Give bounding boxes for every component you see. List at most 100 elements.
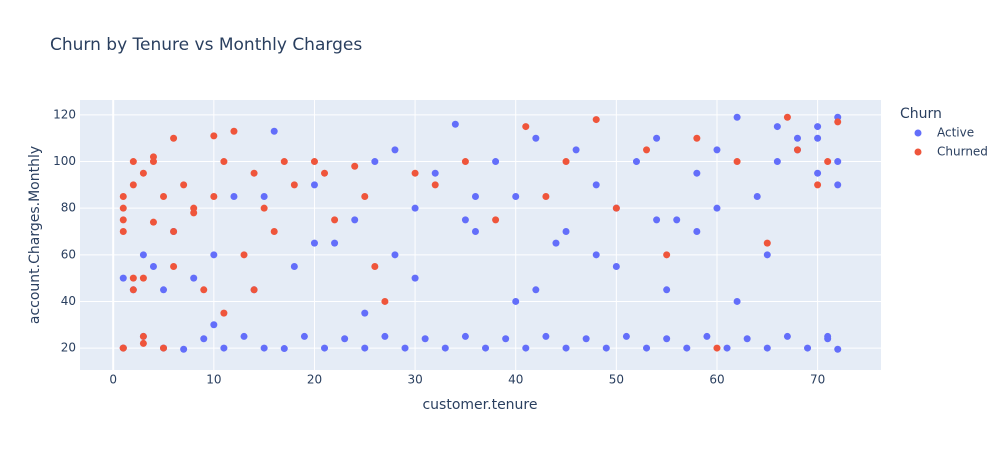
legend-label: Churned [937,145,988,159]
point [129,286,137,294]
point [512,297,520,305]
point [230,127,238,135]
plot-area [80,100,881,370]
point [149,158,157,166]
point [763,344,771,352]
x-tick-label: 10 [206,373,221,387]
point [632,158,640,166]
point [763,239,771,247]
point [119,228,127,236]
point [552,239,560,247]
y-tick-label: 80 [61,201,76,215]
legend-marker [914,129,922,137]
point [180,181,188,189]
point [532,286,540,294]
point [149,262,157,270]
point [190,274,198,282]
point [612,204,620,212]
point [310,181,318,189]
point [421,335,429,343]
point [240,251,248,259]
point [733,158,741,166]
point [542,193,550,201]
point [602,344,610,352]
point [441,344,449,352]
point [310,158,318,166]
chart-title: Churn by Tenure vs Monthly Charges [50,35,362,55]
point [773,123,781,131]
x-tick-label: 0 [109,373,117,387]
point [783,332,791,340]
point [321,344,329,352]
point [401,344,409,352]
point [522,123,530,131]
x-tick-label: 50 [609,373,624,387]
point [783,113,791,121]
point [834,158,842,166]
point [290,262,298,270]
x-tick-label: 60 [709,373,724,387]
point [210,251,218,259]
point [351,162,359,170]
point [592,181,600,189]
point [290,181,298,189]
point [119,216,127,224]
point [119,344,127,352]
point [321,169,329,177]
point [683,344,691,352]
point [160,286,168,294]
point [482,344,490,352]
point [753,193,761,201]
legend-title: Churn [900,106,942,122]
point [562,228,570,236]
point [411,169,419,177]
point [250,169,258,177]
point [220,309,228,317]
point [713,344,721,352]
point [643,344,651,352]
point [723,344,731,352]
x-tick-label: 40 [508,373,523,387]
point [653,134,661,142]
point [431,181,439,189]
point [461,332,469,340]
point [492,216,500,224]
point [733,113,741,121]
point [663,335,671,343]
point [260,344,268,352]
point [210,193,218,201]
point [351,216,359,224]
point [693,169,701,177]
point [210,321,218,329]
point [834,345,842,353]
point [300,332,308,340]
point [612,262,620,270]
point [139,339,147,347]
point [170,134,178,142]
y-tick-label: 20 [61,341,76,355]
point [512,193,520,201]
legend-marker [914,148,922,156]
point [592,116,600,124]
point [673,216,681,224]
point [451,120,459,128]
point [119,274,127,282]
point [703,332,711,340]
point [461,216,469,224]
point [492,158,500,166]
point [139,274,147,282]
y-axis-title: account.Charges.Monthly [27,146,43,324]
point [220,344,228,352]
x-tick-label: 70 [810,373,825,387]
point [763,251,771,259]
point [562,158,570,166]
point [119,204,127,212]
point [572,146,580,154]
point [562,344,570,352]
y-tick-label: 100 [53,154,76,168]
point [280,345,288,353]
point [713,204,721,212]
point [653,216,661,224]
point [643,146,651,154]
